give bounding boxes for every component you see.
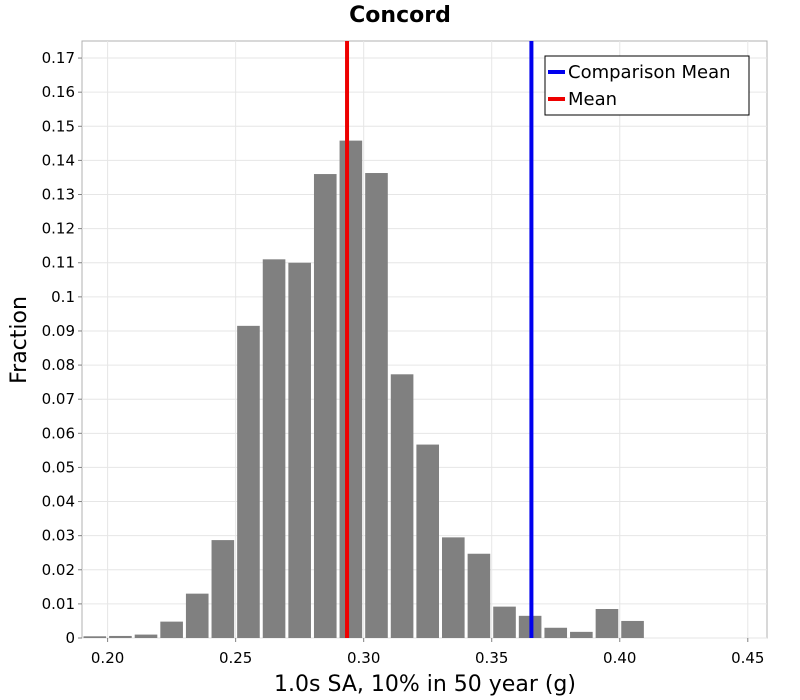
histogram-bar (621, 620, 644, 638)
y-axis-label: Fraction (7, 296, 32, 384)
y-tick-label: 0.01 (42, 595, 75, 613)
histogram-bar (493, 606, 516, 638)
legend: Comparison Mean Mean (544, 55, 750, 116)
y-tick-label: 0.13 (42, 186, 75, 204)
histogram-bar (442, 537, 465, 638)
histogram-bar (109, 635, 132, 638)
x-tick-label: 0.35 (475, 649, 508, 667)
y-tick-label: 0.02 (42, 561, 75, 579)
chart-title: Concord (349, 3, 451, 28)
legend-label-comparison-mean: Comparison Mean (568, 62, 731, 83)
y-tick-label: 0.09 (42, 322, 75, 340)
x-axis-label: 1.0s SA, 10% in 50 year (g) (274, 672, 576, 697)
y-tick-label: 0.05 (42, 458, 75, 476)
histogram-bar (313, 174, 337, 638)
legend-label-mean: Mean (568, 89, 617, 110)
y-tick-label: 0.16 (42, 83, 75, 101)
histogram-bar (160, 621, 183, 638)
histogram-bar (83, 636, 107, 638)
y-tick-label: 0 (65, 629, 75, 647)
x-tick-label: 0.30 (347, 649, 380, 667)
histogram-bar (339, 140, 363, 638)
x-axis-ticks: 0.20 0.25 0.30 0.35 0.40 0.45 (91, 638, 764, 667)
y-tick-label: 0.1 (51, 288, 75, 306)
histogram-bar (416, 444, 440, 638)
y-tick-label: 0.14 (42, 151, 75, 169)
y-tick-label: 0.04 (42, 493, 75, 511)
y-axis-ticks: 0 0.01 0.02 0.03 0.04 0.05 0.06 0.07 0.08 0.09 0.1… (42, 49, 82, 647)
x-tick-label: 0.20 (91, 649, 124, 667)
histogram-bar (390, 374, 414, 638)
x-tick-label: 0.25 (219, 649, 252, 667)
histogram-bar (570, 631, 593, 638)
y-tick-label: 0.15 (42, 117, 75, 135)
histogram-bar (288, 262, 311, 638)
mean-lines (345, 41, 534, 638)
histogram-bar (237, 325, 260, 638)
y-tick-label: 0.06 (42, 424, 75, 442)
histogram-bar (544, 627, 568, 638)
y-tick-label: 0.07 (42, 390, 75, 408)
y-tick-label: 0.12 (42, 220, 75, 238)
histogram-bar (595, 609, 619, 638)
legend-box (544, 55, 750, 116)
histogram-bar (185, 593, 209, 638)
histogram-bar (467, 553, 491, 638)
x-tick-label: 0.40 (603, 649, 636, 667)
y-tick-label: 0.08 (42, 356, 75, 374)
histogram-bar (211, 540, 235, 638)
histogram-bar (262, 259, 286, 638)
gridlines (82, 41, 767, 639)
y-tick-label: 0.03 (42, 527, 75, 545)
y-tick-label: 0.17 (42, 49, 75, 67)
histogram-bar (365, 173, 388, 639)
histogram-bar (134, 634, 158, 638)
x-tick-label: 0.45 (731, 649, 764, 667)
histogram-bars (83, 140, 644, 639)
y-tick-label: 0.11 (42, 254, 75, 272)
